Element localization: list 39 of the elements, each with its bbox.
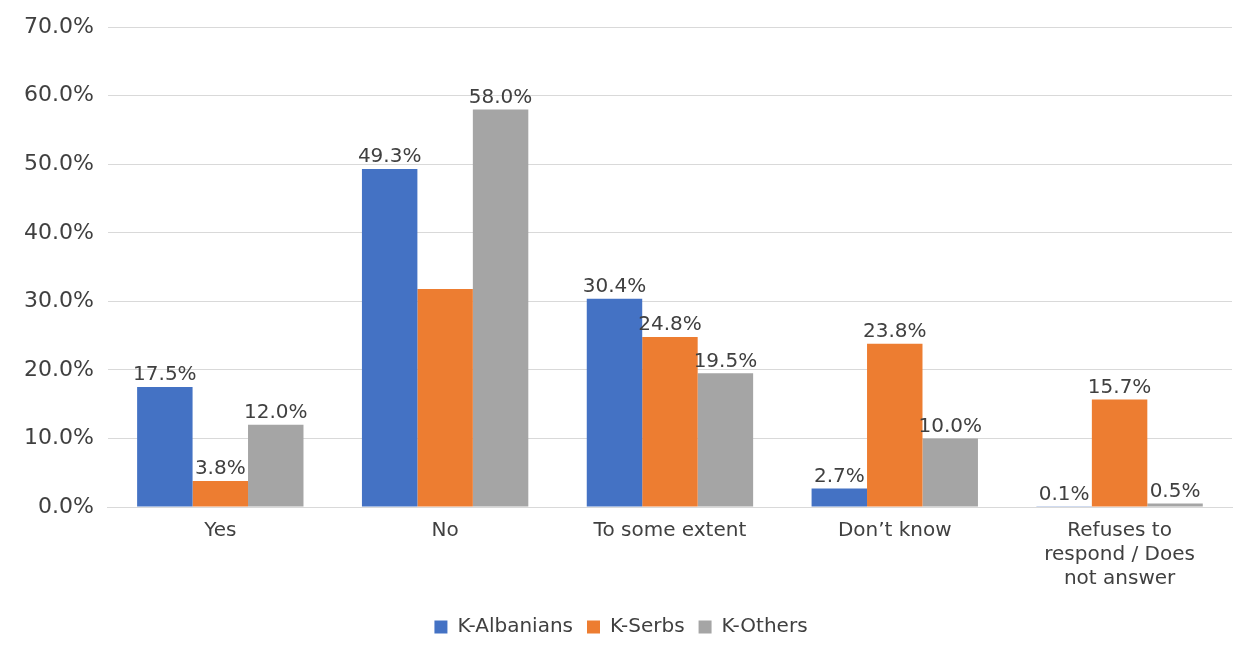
bar	[811, 488, 868, 507]
x-tick-label: To some extent	[592, 517, 747, 542]
data-label: 3.8%	[194, 455, 246, 480]
data-label: 0.5%	[1149, 477, 1201, 502]
y-tick-label: 0.0%	[37, 492, 94, 518]
x-tick-label: No	[431, 517, 459, 542]
bar	[137, 387, 193, 507]
data-label: 2.7%	[813, 462, 865, 487]
y-tick-label: 20.0%	[24, 355, 94, 381]
y-tick-label: 10.0%	[24, 424, 94, 450]
data-label: 49.3%	[357, 143, 422, 168]
y-tick-label: 70.0%	[24, 12, 94, 38]
x-tick-label: Don’t know	[837, 517, 952, 542]
legend-label: K-Albanians	[457, 613, 574, 638]
y-tick-label: 30.0%	[24, 287, 94, 313]
data-label: 15.7%	[1087, 373, 1152, 398]
bar	[361, 169, 418, 507]
bar	[1091, 399, 1148, 507]
bar	[1147, 503, 1203, 507]
bar	[922, 438, 978, 507]
y-tick-label: 60.0%	[24, 81, 94, 107]
x-tick-label: Yes	[203, 517, 237, 542]
bar	[192, 480, 249, 507]
x-tick-label: Refuses to respond / Does not answer	[1044, 517, 1195, 590]
legend-label: K-Others	[721, 613, 808, 638]
data-label: 17.5%	[133, 361, 197, 386]
bar	[417, 289, 473, 507]
legend-label: K-Serbs	[610, 613, 685, 638]
y-tick-label: 50.0%	[24, 150, 94, 175]
data-label: 0.1%	[1038, 480, 1090, 505]
y-tick-label: 40.0%	[24, 218, 94, 244]
bar	[642, 337, 698, 507]
data-label: 58.0%	[468, 83, 533, 108]
bar	[472, 109, 529, 507]
bar	[697, 373, 754, 507]
data-label: 12.0%	[243, 398, 308, 423]
data-label: 23.8%	[862, 318, 927, 343]
bar	[248, 424, 304, 507]
data-label: 30.4%	[582, 272, 647, 297]
